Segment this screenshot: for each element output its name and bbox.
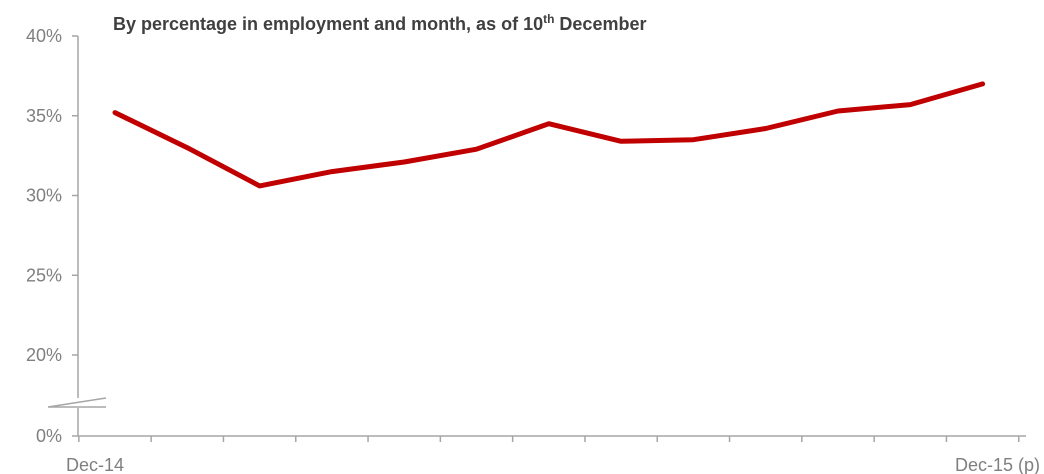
series-layer <box>112 81 986 189</box>
series-line <box>112 81 986 189</box>
x-tick-label-first: Dec-14 <box>66 455 124 474</box>
y-tick-label: 20% <box>26 345 62 365</box>
y-axis-break-mark <box>47 397 107 408</box>
y-tick-label: 0% <box>36 426 62 446</box>
y-tick-label: 25% <box>26 265 62 285</box>
x-axis: Dec-14 Dec-15 (p) <box>66 435 1040 474</box>
y-tick-label: 35% <box>26 106 62 126</box>
chart-title-end: December <box>554 14 646 34</box>
chart-title: By percentage in employment and month, a… <box>113 12 646 34</box>
chart-title-superscript: th <box>543 12 554 26</box>
y-tick-label: 30% <box>26 186 62 206</box>
y-tick-label: 40% <box>26 26 62 46</box>
x-tick-label-last: Dec-15 (p) <box>955 455 1040 474</box>
chart-title-main: By percentage in employment and month, a… <box>113 14 543 34</box>
y-axis: 0% 20% 25% 30% 35% 40% <box>26 26 107 446</box>
